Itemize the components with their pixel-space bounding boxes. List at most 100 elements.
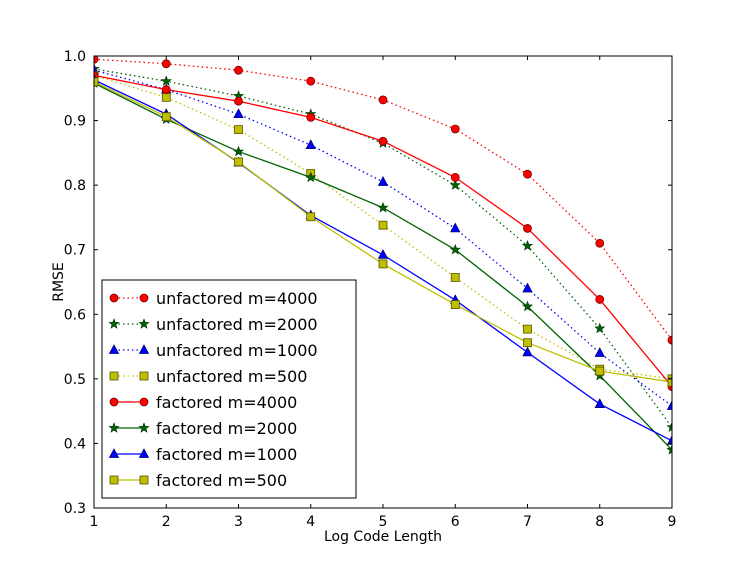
- data-point-s4-4: [378, 136, 388, 146]
- legend-marker-2: [138, 344, 150, 354]
- legend-marker-1: [138, 318, 150, 329]
- data-point-s1-7: [594, 322, 606, 334]
- data-point-s1-6: [521, 239, 534, 251]
- legend-marker-0: [109, 293, 119, 303]
- data-point-s0-1: [161, 59, 171, 69]
- data-point-s7-4: [378, 259, 388, 269]
- legend-label: unfactored m=1000: [156, 341, 318, 360]
- data-point-s6-7: [594, 398, 605, 408]
- legend-marker-4: [109, 397, 119, 407]
- legend-label: unfactored m=4000: [156, 289, 318, 308]
- legend: unfactored m=4000 unfactored m=2000 unfact…: [101, 279, 357, 499]
- data-point-s7-2: [234, 157, 243, 167]
- data-point-s0-4: [378, 95, 388, 105]
- legend-marker-7: [139, 475, 149, 485]
- data-point-s0-8: [667, 335, 672, 345]
- series-layer: [94, 56, 672, 455]
- y-tick-label: 0.3: [64, 501, 86, 517]
- data-point-s1-1: [160, 75, 172, 86]
- data-point-s6-4: [377, 249, 389, 259]
- legend-label: factored m=1000: [156, 445, 297, 464]
- legend-marker-3: [139, 371, 149, 381]
- legend-label: factored m=500: [156, 471, 287, 490]
- data-point-s1-8: [666, 421, 672, 433]
- data-point-s5-2: [232, 145, 245, 157]
- x-tick-label: 8: [595, 514, 604, 530]
- data-point-s3-1: [161, 92, 171, 102]
- legend-label: factored m=2000: [156, 419, 297, 438]
- legend-marker-3: [109, 371, 119, 381]
- data-point-s5-4: [377, 201, 389, 213]
- data-point-s0-5: [450, 124, 460, 134]
- data-point-s2-8: [666, 400, 672, 410]
- data-point-s7-1: [161, 112, 171, 122]
- data-point-s2-6: [522, 282, 533, 293]
- legend-marker-2: [108, 344, 120, 354]
- legend-label: factored m=4000: [156, 393, 297, 412]
- y-tick-label: 0.7: [64, 243, 86, 259]
- data-point-s7-7: [595, 366, 605, 376]
- legend-marker-6: [138, 448, 150, 458]
- y-tick-label: 0.6: [64, 307, 86, 323]
- data-point-s5-6: [521, 300, 534, 312]
- y-tick-label: 0.9: [64, 114, 86, 130]
- data-point-s2-4: [377, 176, 389, 186]
- x-tick-label: 7: [523, 514, 532, 530]
- series-4: [94, 70, 672, 392]
- data-point-s7-8: [667, 377, 672, 387]
- x-tick-label: 9: [668, 514, 677, 530]
- data-point-s2-7: [594, 347, 605, 357]
- legend-label: unfactored m=2000: [156, 315, 318, 334]
- data-point-s2-2: [233, 108, 244, 119]
- y-axis-label: RMSE: [51, 262, 67, 302]
- legend-marker-6: [108, 448, 120, 458]
- x-axis-label: Log Code Length: [324, 529, 442, 545]
- data-point-s6-6: [522, 346, 533, 357]
- axis-ticks: 1 2 3 4 5 6 7 8 9 0.3 0.4 0.5 0.6 0.7 0.8 0.9 1.0: [64, 49, 677, 530]
- data-point-s1-5: [449, 179, 461, 190]
- legend-marker-7: [109, 475, 119, 485]
- data-point-s4-6: [523, 224, 532, 233]
- x-tick-label: 2: [162, 514, 171, 530]
- data-point-s0-3: [306, 76, 316, 86]
- y-tick-label: 0.4: [64, 436, 86, 452]
- y-tick-label: 0.5: [64, 372, 86, 388]
- x-tick-label: 6: [451, 514, 460, 530]
- legend-box: [101, 279, 357, 499]
- data-point-s2-3: [305, 139, 316, 150]
- data-point-s3-6: [523, 324, 532, 334]
- data-point-s7-6: [523, 338, 532, 348]
- x-tick-label: 1: [90, 514, 99, 530]
- data-point-s4-3: [306, 112, 316, 122]
- data-point-s3-4: [378, 220, 388, 230]
- legend-marker-5: [108, 422, 120, 433]
- data-point-s7-3: [306, 212, 316, 222]
- data-point-s4-1: [161, 85, 171, 94]
- y-tick-label: 0.8: [64, 178, 86, 194]
- data-point-s3-5: [450, 273, 460, 282]
- data-point-s3-2: [234, 125, 243, 135]
- data-point-s2-5: [450, 222, 461, 233]
- y-tick-label: 1.0: [64, 49, 86, 65]
- data-point-s7-0: [94, 77, 99, 87]
- x-tick-label: 4: [306, 514, 315, 530]
- data-point-s5-5: [449, 243, 461, 255]
- data-point-s0-2: [234, 65, 243, 75]
- legend-marker-1: [108, 318, 120, 329]
- data-point-s4-5: [450, 172, 460, 182]
- x-tick-label: 3: [234, 514, 243, 530]
- legend-marker-4: [139, 397, 149, 407]
- data-point-s4-7: [595, 295, 605, 304]
- data-point-s6-8: [666, 434, 672, 445]
- legend-label: unfactored m=500: [156, 367, 307, 386]
- series-0: [94, 56, 672, 345]
- series-7: [94, 77, 672, 387]
- legend-marker-0: [139, 293, 149, 303]
- data-point-s0-6: [523, 169, 532, 179]
- data-point-s7-5: [450, 300, 460, 310]
- legend-marker-5: [138, 422, 150, 433]
- data-point-s0-7: [595, 238, 605, 248]
- data-point-s5-8: [666, 444, 672, 455]
- x-tick-label: 5: [379, 514, 388, 530]
